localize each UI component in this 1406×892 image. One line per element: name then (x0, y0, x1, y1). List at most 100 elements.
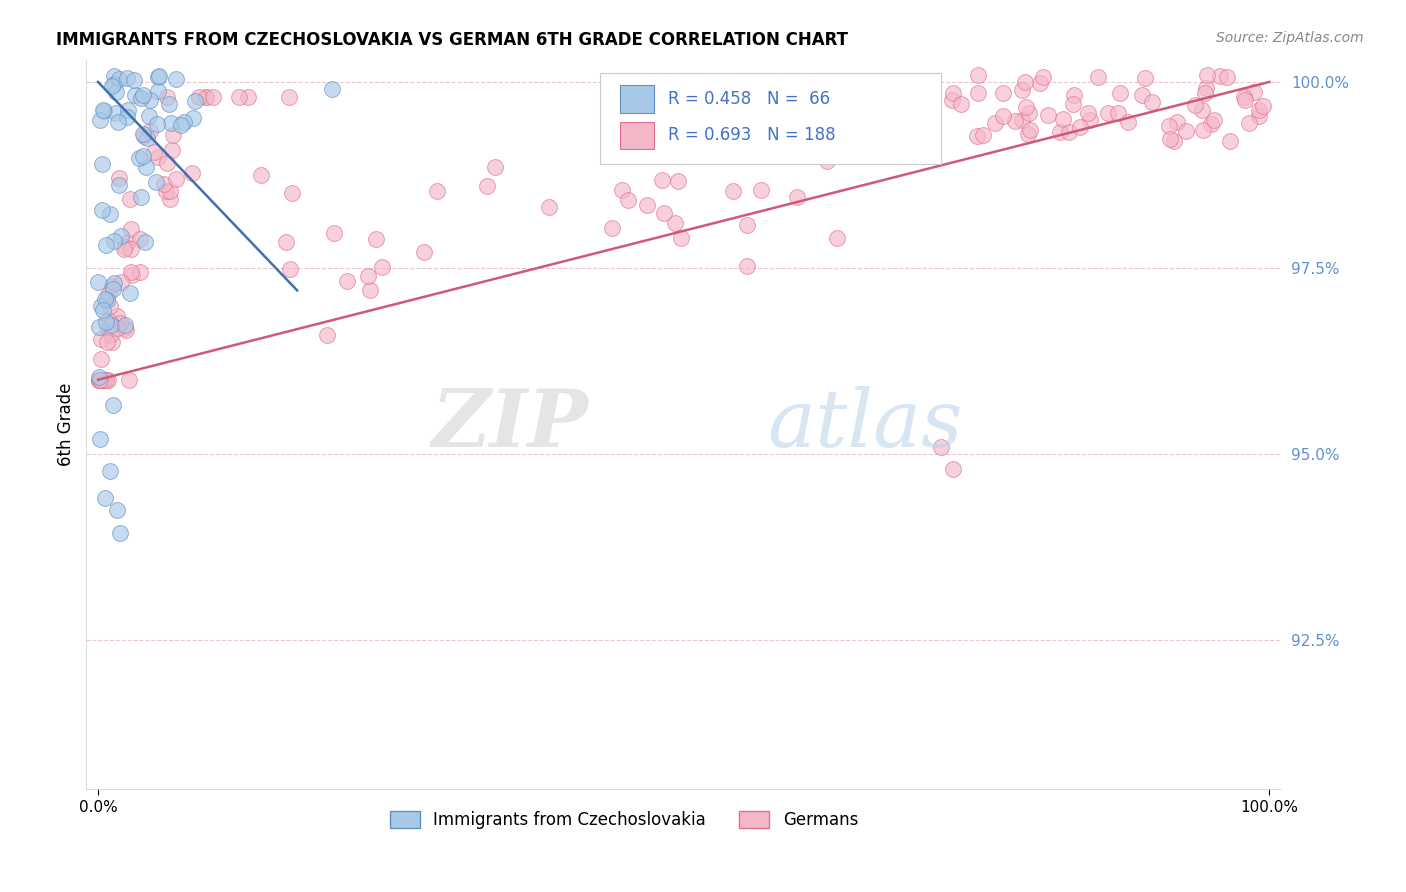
Point (180, 166, 202, 180)
Point (117, 373, 139, 387)
Point (98, 207, 121, 221)
Point (942, 462, 965, 476)
Point (110, 228, 132, 243)
Point (160, 116, 183, 130)
Point (100, 326, 122, 341)
Point (600, 220, 623, 235)
Text: atlas: atlas (768, 385, 963, 463)
Point (1029, 76, 1052, 90)
Point (671, 231, 693, 245)
Point (1133, 70, 1156, 85)
Legend: Immigrants from Czechoslovakia, Germans: Immigrants from Czechoslovakia, Germans (384, 804, 865, 836)
Point (1057, 125, 1080, 139)
Point (98, 314, 121, 328)
Point (664, 217, 686, 231)
Point (93, 373, 115, 387)
Point (1166, 115, 1188, 129)
Point (87, 275, 110, 289)
Point (1069, 120, 1091, 134)
Point (1201, 117, 1223, 131)
Point (155, 185, 177, 199)
Point (120, 243, 142, 257)
Point (107, 321, 129, 335)
Point (173, 114, 195, 128)
Point (89, 373, 111, 387)
Point (1011, 113, 1033, 128)
FancyBboxPatch shape (620, 85, 654, 113)
Point (101, 279, 124, 293)
Point (201, 90, 224, 104)
Y-axis label: 6th Grade: 6th Grade (58, 383, 75, 467)
Point (124, 87, 146, 102)
Point (890, 79, 912, 94)
Point (153, 177, 176, 191)
Point (146, 117, 169, 131)
Point (159, 192, 181, 206)
Point (475, 178, 498, 193)
Point (91, 157, 114, 171)
Point (993, 109, 1015, 123)
Point (121, 268, 143, 283)
Point (103, 70, 125, 84)
Point (1032, 70, 1054, 85)
Point (1197, 69, 1219, 83)
Point (114, 321, 136, 335)
Text: R = 0.693   N = 188: R = 0.693 N = 188 (668, 127, 835, 145)
Point (124, 73, 146, 87)
Point (967, 68, 990, 82)
Point (143, 145, 166, 159)
Point (1157, 119, 1180, 133)
Point (972, 128, 994, 142)
Point (195, 90, 218, 104)
Point (108, 72, 131, 87)
Point (105, 503, 128, 517)
Point (146, 70, 169, 84)
Point (1063, 87, 1085, 102)
Point (1014, 75, 1036, 89)
Point (100, 318, 122, 333)
Point (894, 78, 917, 92)
Point (897, 103, 920, 118)
Point (1216, 70, 1239, 84)
Point (359, 283, 381, 297)
Point (101, 79, 124, 94)
Point (1233, 90, 1256, 104)
Point (612, 183, 634, 197)
Point (98, 464, 121, 478)
Point (606, 111, 628, 125)
FancyBboxPatch shape (600, 73, 941, 164)
Point (1194, 86, 1216, 100)
Point (129, 265, 152, 279)
Text: ZIP: ZIP (432, 385, 588, 463)
Point (89, 432, 111, 446)
Point (87, 319, 110, 334)
Point (811, 144, 834, 158)
Point (942, 86, 965, 100)
Point (672, 82, 695, 96)
Point (921, 91, 943, 105)
Point (1038, 108, 1060, 122)
Point (114, 240, 136, 254)
Point (132, 129, 155, 144)
Point (98, 299, 121, 313)
Point (1049, 125, 1071, 139)
Point (138, 109, 160, 123)
Point (1233, 93, 1256, 107)
Point (115, 110, 138, 124)
Point (858, 77, 880, 91)
Point (107, 310, 129, 324)
Point (1018, 105, 1040, 120)
Point (371, 260, 394, 274)
Point (93, 491, 115, 505)
Point (96, 315, 118, 329)
Point (97, 323, 120, 337)
Point (157, 96, 180, 111)
Point (89, 373, 111, 387)
Point (108, 526, 131, 541)
Point (156, 90, 179, 104)
Point (135, 131, 157, 145)
Point (181, 111, 204, 125)
Point (91, 373, 114, 387)
Point (1011, 83, 1033, 97)
Point (103, 234, 125, 248)
